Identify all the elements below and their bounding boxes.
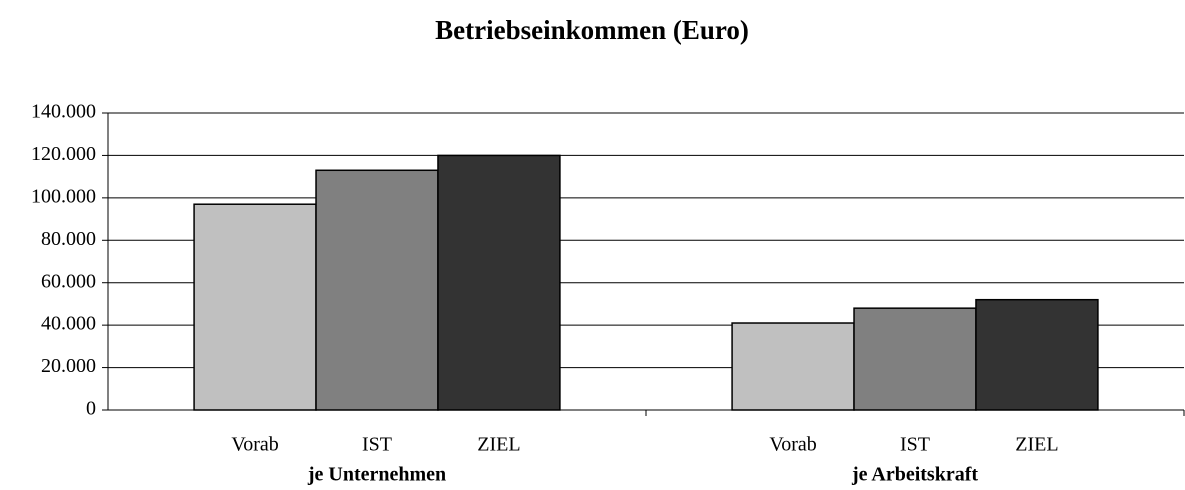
y-tick-label: 80.000: [41, 228, 96, 250]
y-tick-label: 100.000: [31, 185, 96, 207]
series-label: Vorab: [769, 434, 816, 456]
y-tick-label: 60.000: [41, 270, 96, 292]
x-tick-label: je Arbeitskraft: [851, 464, 978, 486]
chart-title: Betriebseinkommen (Euro): [435, 15, 749, 45]
y-tick-label: 120.000: [31, 143, 96, 165]
bar: [193, 203, 317, 411]
series-label: IST: [900, 434, 930, 456]
series-label: IST: [362, 434, 392, 456]
x-tick-label: je Unternehmen: [307, 464, 446, 486]
series-label: Vorab: [231, 434, 278, 456]
bar: [853, 307, 977, 411]
y-tick-label: 0: [86, 398, 96, 420]
bar: [437, 154, 561, 411]
y-tick-label: 20.000: [41, 355, 96, 377]
bar: [975, 298, 1099, 411]
series-label: ZIEL: [1015, 434, 1058, 456]
bar: [315, 169, 439, 411]
bar: [731, 322, 855, 411]
y-tick-label: 40.000: [41, 313, 96, 335]
y-tick-label: 140.000: [31, 101, 96, 123]
series-label: ZIEL: [477, 434, 520, 456]
